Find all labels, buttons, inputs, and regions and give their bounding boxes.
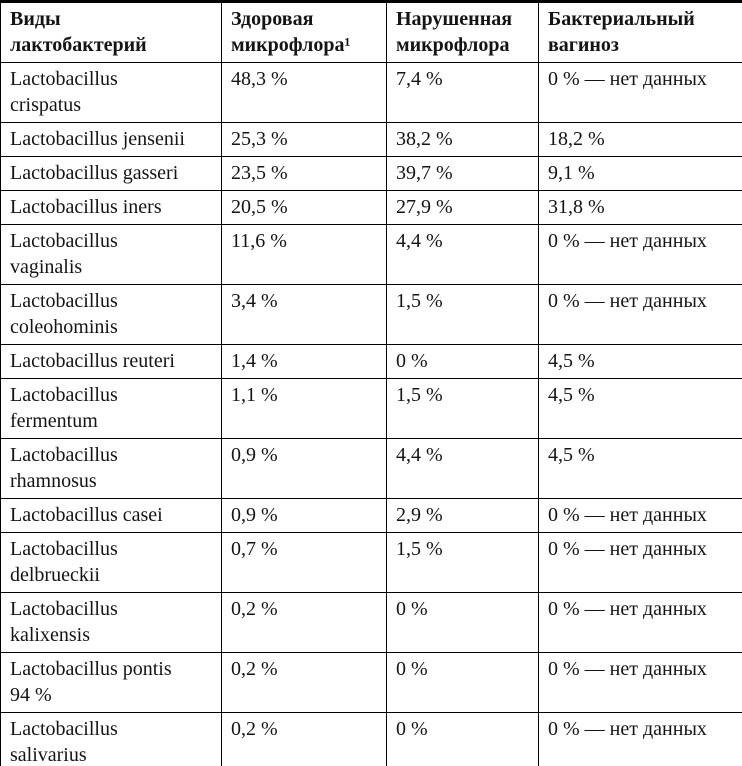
cell-healthy: 48,3 % xyxy=(221,62,387,123)
cell-species: Lactobacillus crispatus xyxy=(0,62,222,123)
cell-healthy: 0,2 % xyxy=(221,592,387,653)
cell-species: Lactobacillus gasseri xyxy=(0,156,222,191)
table-row: Lactobacillus coleohominis 3,4 % 1,5 % 0 % … xyxy=(0,284,742,345)
cell-vaginosis: 0 % — нет данных xyxy=(538,712,742,766)
column-header-3: Нарушенная микрофлора xyxy=(386,1,539,63)
cell-healthy: 0,2 % xyxy=(221,652,387,713)
cell-healthy: 20,5 % xyxy=(221,190,387,225)
table-row: Lactobacillus reuteri 1,4 % 0 % 4,5 % xyxy=(0,344,742,379)
cell-species: Lactobacillus salivarius xyxy=(0,712,222,766)
table-row: Lactobacillus jensenii 25,3 % 38,2 % 18,2 % xyxy=(0,122,742,157)
cell-species: Lactobacillus vaginalis xyxy=(0,224,222,285)
table-row: Lactobacillus crispatus 48,3 % 7,4 % 0 % — … xyxy=(0,62,742,123)
cell-vaginosis: 9,1 % xyxy=(538,156,742,191)
cell-species: Lactobacillus casei xyxy=(0,498,222,533)
cell-disturbed: 39,7 % xyxy=(386,156,539,191)
column-header-1: Виды лактобактерий xyxy=(0,1,222,63)
cell-vaginosis: 18,2 % xyxy=(538,122,742,157)
cell-vaginosis: 31,8 % xyxy=(538,190,742,225)
table-row: Lactobacillus salivarius 0,2 % 0 % 0 % — не… xyxy=(0,712,742,766)
cell-vaginosis: 4,5 % xyxy=(538,378,742,439)
cell-disturbed: 0 % xyxy=(386,652,539,713)
cell-vaginosis: 0 % — нет данных xyxy=(538,652,742,713)
cell-species: Lactobacillus kalixensis xyxy=(0,592,222,653)
header-row: Виды лактобактерий Здоровая микрофлора¹ На… xyxy=(0,1,742,63)
cell-disturbed: 38,2 % xyxy=(386,122,539,157)
cell-healthy: 11,6 % xyxy=(221,224,387,285)
cell-healthy: 1,1 % xyxy=(221,378,387,439)
cell-healthy: 23,5 % xyxy=(221,156,387,191)
table-row: Lactobacillus iners 20,5 % 27,9 % 31,8 % xyxy=(0,190,742,225)
cell-healthy: 3,4 % xyxy=(221,284,387,345)
cell-healthy: 0,7 % xyxy=(221,532,387,593)
table-row: Lactobacillus pontis 94 % 0,2 % 0 % 0 % — н… xyxy=(0,652,742,713)
cell-vaginosis: 0 % — нет данных xyxy=(538,498,742,533)
table-row: Lactobacillus casei 0,9 % 2,9 % 0 % — нет д… xyxy=(0,498,742,533)
table-row: Lactobacillus fermentum 1,1 % 1,5 % 4,5 % xyxy=(0,378,742,439)
cell-healthy: 0,9 % xyxy=(221,438,387,499)
cell-healthy: 25,3 % xyxy=(221,122,387,157)
cell-disturbed: 0 % xyxy=(386,712,539,766)
cell-species: Lactobacillus coleohominis xyxy=(0,284,222,345)
cell-disturbed: 4,4 % xyxy=(386,438,539,499)
cell-disturbed: 1,5 % xyxy=(386,284,539,345)
cell-disturbed: 0 % xyxy=(386,344,539,379)
cell-healthy: 1,4 % xyxy=(221,344,387,379)
cell-vaginosis: 4,5 % xyxy=(538,344,742,379)
cell-disturbed: 27,9 % xyxy=(386,190,539,225)
cell-healthy: 0,2 % xyxy=(221,712,387,766)
table-row: Lactobacillus kalixensis 0,2 % 0 % 0 % — не… xyxy=(0,592,742,653)
cell-disturbed: 2,9 % xyxy=(386,498,539,533)
cell-species: Lactobacillus reuteri xyxy=(0,344,222,379)
column-header-4: Бактериальный вагиноз xyxy=(538,1,742,63)
cell-vaginosis: 0 % — нет данных xyxy=(538,224,742,285)
cell-vaginosis: 0 % — нет данных xyxy=(538,62,742,123)
cell-disturbed: 0 % xyxy=(386,592,539,653)
table-row: Lactobacillus vaginalis 11,6 % 4,4 % 0 % — … xyxy=(0,224,742,285)
cell-vaginosis: 0 % — нет данных xyxy=(538,592,742,653)
column-header-2: Здоровая микрофлора¹ xyxy=(221,1,387,63)
table-body: Lactobacillus crispatus 48,3 % 7,4 % 0 % — … xyxy=(0,62,742,766)
cell-species: Lactobacillus jensenii xyxy=(0,122,222,157)
cell-disturbed: 1,5 % xyxy=(386,532,539,593)
cell-healthy: 0,9 % xyxy=(221,498,387,533)
cell-species: Lactobacillus pontis 94 % xyxy=(0,652,222,713)
table-row: Lactobacillus rhamnosus 0,9 % 4,4 % 4,5 % xyxy=(0,438,742,499)
cell-species: Lactobacillus iners xyxy=(0,190,222,225)
cell-vaginosis: 0 % — нет данных xyxy=(538,284,742,345)
table-row: Lactobacillus delbrueckii 0,7 % 1,5 % 0 % —… xyxy=(0,532,742,593)
table-row: Lactobacillus gasseri 23,5 % 39,7 % 9,1 % xyxy=(0,156,742,191)
table-head: Виды лактобактерий Здоровая микрофлора¹ На… xyxy=(0,1,742,63)
cell-species: Lactobacillus delbrueckii xyxy=(0,532,222,593)
cell-species: Lactobacillus rhamnosus xyxy=(0,438,222,499)
cell-disturbed: 7,4 % xyxy=(386,62,539,123)
cell-disturbed: 4,4 % xyxy=(386,224,539,285)
cell-disturbed: 1,5 % xyxy=(386,378,539,439)
cell-vaginosis: 4,5 % xyxy=(538,438,742,499)
cell-vaginosis: 0 % — нет данных xyxy=(538,532,742,593)
cell-species: Lactobacillus fermentum xyxy=(0,378,222,439)
